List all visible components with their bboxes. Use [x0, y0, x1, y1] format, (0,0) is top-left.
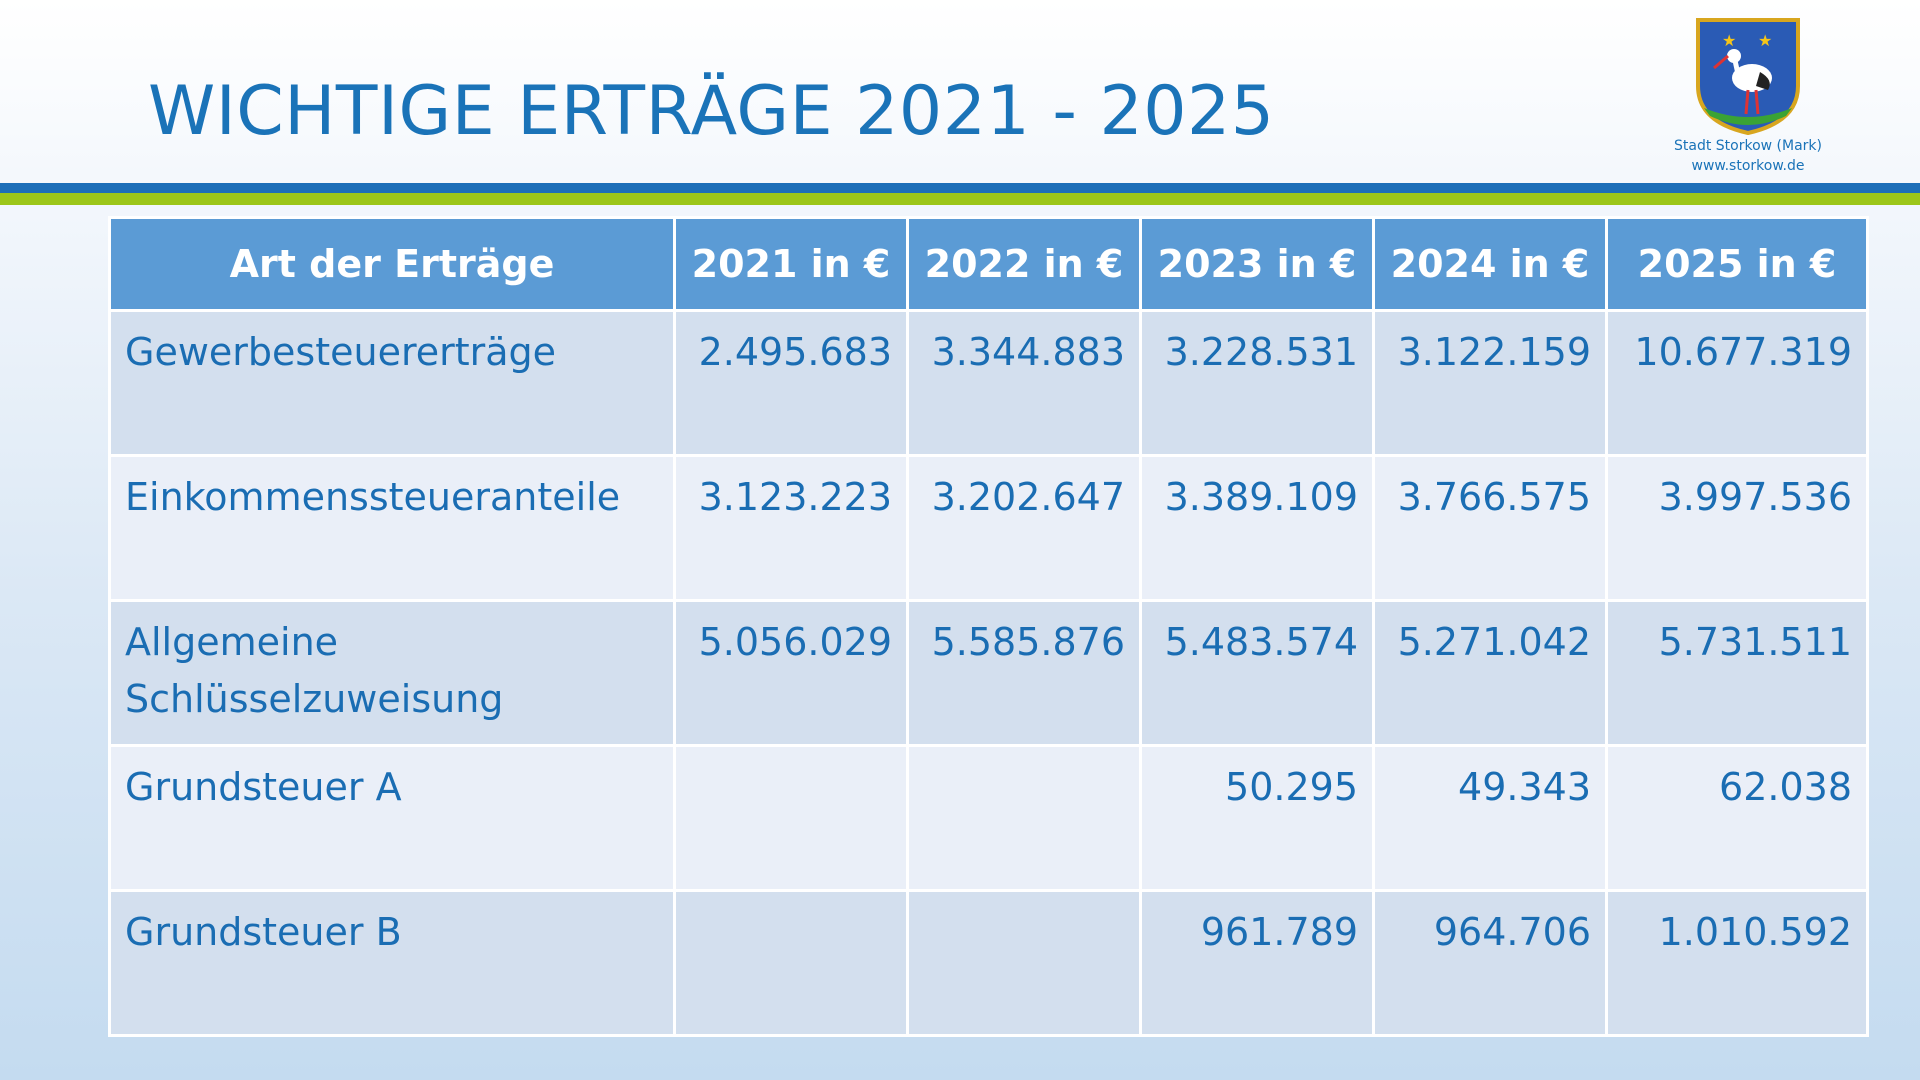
page-title: WICHTIGE ERTRÄGE 2021 - 2025 [148, 72, 1275, 151]
table-cell: 5.731.511 [1605, 599, 1869, 747]
table-cell: 2.495.683 [673, 309, 909, 457]
table-row: Grundsteuer A 50.295 49.343 62.038 [108, 744, 1869, 892]
row-label: Allgemeine Schlüsselzuweisung [108, 599, 676, 747]
column-header: 2021 in € [673, 216, 909, 312]
row-label: Gewerbesteuererträge [108, 309, 676, 457]
table-cell: 3.122.159 [1372, 309, 1608, 457]
column-header: Art der Erträge [108, 216, 676, 312]
svg-text:★: ★ [1758, 31, 1772, 50]
svg-text:★: ★ [1722, 31, 1736, 50]
table-cell [906, 744, 1142, 892]
row-label: Einkommenssteueranteile [108, 454, 676, 602]
table-cell: 1.010.592 [1605, 889, 1869, 1037]
table-cell [673, 744, 909, 892]
table-cell: 3.344.883 [906, 309, 1142, 457]
column-header: 2022 in € [906, 216, 1142, 312]
table-cell: 10.677.319 [1605, 309, 1869, 457]
table-cell: 3.202.647 [906, 454, 1142, 602]
table-cell: 62.038 [1605, 744, 1869, 892]
logo-city-name: Stadt Storkow (Mark) [1674, 138, 1822, 154]
coat-of-arms-stork-icon: ★ ★ [1696, 18, 1800, 136]
table-row: Gewerbesteuererträge 2.495.683 3.344.883… [108, 309, 1869, 457]
table-row: Allgemeine Schlüsselzuweisung 5.056.029 … [108, 599, 1869, 747]
header-stripe-blue [0, 183, 1920, 193]
column-header: 2024 in € [1372, 216, 1608, 312]
header-stripe-green [0, 193, 1920, 205]
table-cell: 3.389.109 [1139, 454, 1375, 602]
table-cell: 964.706 [1372, 889, 1608, 1037]
table-cell: 3.766.575 [1372, 454, 1608, 602]
table-cell: 3.997.536 [1605, 454, 1869, 602]
row-label: Grundsteuer B [108, 889, 676, 1037]
table-cell: 50.295 [1139, 744, 1375, 892]
table-cell: 5.056.029 [673, 599, 909, 747]
table-cell: 5.271.042 [1372, 599, 1608, 747]
city-logo: ★ ★ Stadt Storkow (Mark) www.storkow.de [1666, 16, 1830, 176]
table-cell [906, 889, 1142, 1037]
table-cell [673, 889, 909, 1037]
table-cell: 3.228.531 [1139, 309, 1375, 457]
table-cell: 3.123.223 [673, 454, 909, 602]
table-header-row: Art der Erträge 2021 in € 2022 in € 2023… [108, 216, 1869, 312]
table-row: Einkommenssteueranteile 3.123.223 3.202.… [108, 454, 1869, 602]
table-cell: 5.483.574 [1139, 599, 1375, 747]
revenue-table: Art der Erträge 2021 in € 2022 in € 2023… [108, 216, 1869, 1037]
column-header: 2023 in € [1139, 216, 1375, 312]
row-label: Grundsteuer A [108, 744, 676, 892]
table-cell: 961.789 [1139, 889, 1375, 1037]
logo-website: www.storkow.de [1691, 158, 1805, 174]
table-cell: 49.343 [1372, 744, 1608, 892]
table-cell: 5.585.876 [906, 599, 1142, 747]
table-row: Grundsteuer B 961.789 964.706 1.010.592 [108, 889, 1869, 1037]
column-header: 2025 in € [1605, 216, 1869, 312]
